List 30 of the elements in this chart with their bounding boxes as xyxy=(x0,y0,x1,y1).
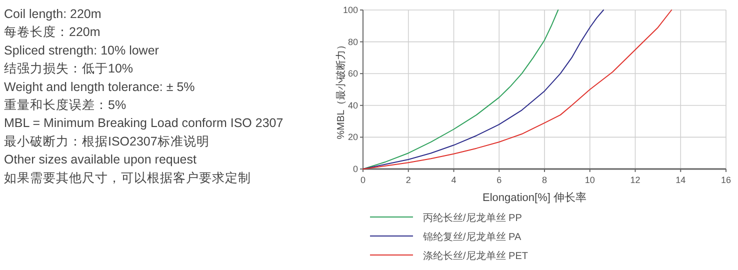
y-tick-label: 0 xyxy=(352,164,358,174)
y-tick-label: 80 xyxy=(348,36,358,47)
x-tick-label: 6 xyxy=(496,175,502,185)
x-tick-label: 16 xyxy=(720,175,732,185)
text: Other sizes available upon request xyxy=(4,152,197,167)
text: 重量和长度误差：5% xyxy=(4,97,126,112)
y-axis-title: %MBL（最小破断力） xyxy=(335,40,347,140)
legend-label: 涤纶长丝/尼龙单丝 PET xyxy=(423,250,528,262)
x-tick-label: 12 xyxy=(630,175,640,185)
text: 最小破断力：根据ISO2307标准说明 xyxy=(4,134,210,148)
y-tick-label: 100 xyxy=(342,5,358,15)
text: 结强力损失：低于10% xyxy=(4,62,134,76)
y-tick-label: 20 xyxy=(348,132,358,142)
text: MBL = Minimum Breaking Load conform ISO 2307 xyxy=(4,116,284,130)
legend-label: 丙纶长丝/尼龙单丝 PP xyxy=(423,212,522,224)
y-tick-label: 40 xyxy=(348,100,358,110)
legend-label: 锦纶复丝/尼龙单丝 PA xyxy=(422,231,522,243)
x-tick-label: 0 xyxy=(360,175,366,185)
x-axis-title: Elongation[%] 伸长率 xyxy=(482,191,586,204)
x-tick-label: 4 xyxy=(451,175,456,185)
text: Coil length: 220m xyxy=(4,7,102,21)
x-tick-label: 10 xyxy=(584,175,595,185)
x-tick-label: 14 xyxy=(676,175,686,185)
text: 每卷长度：220m xyxy=(4,24,100,40)
text: 如果需要其他尺寸，可以根据客户要求定制 xyxy=(4,170,251,185)
text: Spliced strength: 10% lower xyxy=(4,43,159,58)
text: Weight and length tolerance: ± 5% xyxy=(4,80,195,94)
x-tick-label: 8 xyxy=(542,175,548,185)
y-tick-label: 60 xyxy=(348,68,358,79)
x-tick-label: 2 xyxy=(406,175,411,185)
